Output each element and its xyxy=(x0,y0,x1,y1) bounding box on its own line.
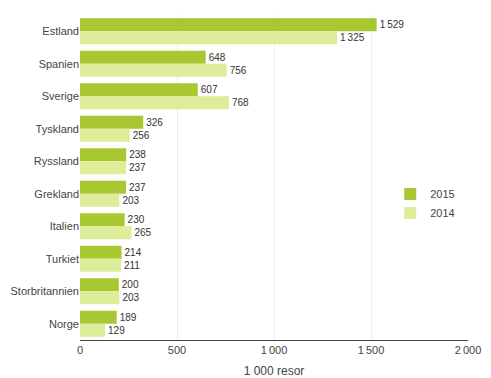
svg-text:237: 237 xyxy=(129,162,146,173)
svg-text:756: 756 xyxy=(230,65,247,76)
svg-text:1 500: 1 500 xyxy=(358,344,385,356)
svg-text:211: 211 xyxy=(124,260,140,271)
svg-text:Spanien: Spanien xyxy=(39,58,79,70)
svg-text:0: 0 xyxy=(77,344,83,356)
svg-text:Norge: Norge xyxy=(49,318,79,330)
svg-text:Tyskland: Tyskland xyxy=(36,123,79,135)
svg-text:Grekland: Grekland xyxy=(34,188,79,200)
svg-text:256: 256 xyxy=(133,130,150,141)
svg-text:238: 238 xyxy=(129,149,146,160)
svg-text:129: 129 xyxy=(108,325,125,336)
svg-text:203: 203 xyxy=(122,195,139,206)
svg-text:326: 326 xyxy=(146,117,163,128)
svg-text:Storbritannien: Storbritannien xyxy=(11,285,80,297)
svg-text:237: 237 xyxy=(129,182,146,193)
svg-text:1 325: 1 325 xyxy=(340,32,365,43)
svg-text:214: 214 xyxy=(125,247,142,258)
svg-text:768: 768 xyxy=(232,97,249,108)
svg-text:Ryssland: Ryssland xyxy=(34,155,79,167)
svg-text:Sverige: Sverige xyxy=(42,90,79,102)
svg-text:648: 648 xyxy=(209,52,226,63)
svg-text:1 529: 1 529 xyxy=(380,19,405,30)
svg-text:Estland: Estland xyxy=(42,25,79,37)
svg-text:607: 607 xyxy=(201,84,218,95)
svg-text:189: 189 xyxy=(120,312,137,323)
svg-text:2 000: 2 000 xyxy=(455,344,482,356)
svg-text:230: 230 xyxy=(128,214,145,225)
svg-text:2014: 2014 xyxy=(430,207,454,219)
svg-text:265: 265 xyxy=(134,227,151,238)
svg-text:Italien: Italien xyxy=(50,220,79,232)
svg-text:2015: 2015 xyxy=(430,188,454,200)
svg-text:1 000: 1 000 xyxy=(261,344,288,356)
svg-text:200: 200 xyxy=(122,279,139,290)
svg-text:Turkiet: Turkiet xyxy=(46,253,79,265)
svg-text:203: 203 xyxy=(122,292,139,303)
svg-text:1 000 resor: 1 000 resor xyxy=(244,364,305,378)
svg-text:500: 500 xyxy=(168,344,186,356)
